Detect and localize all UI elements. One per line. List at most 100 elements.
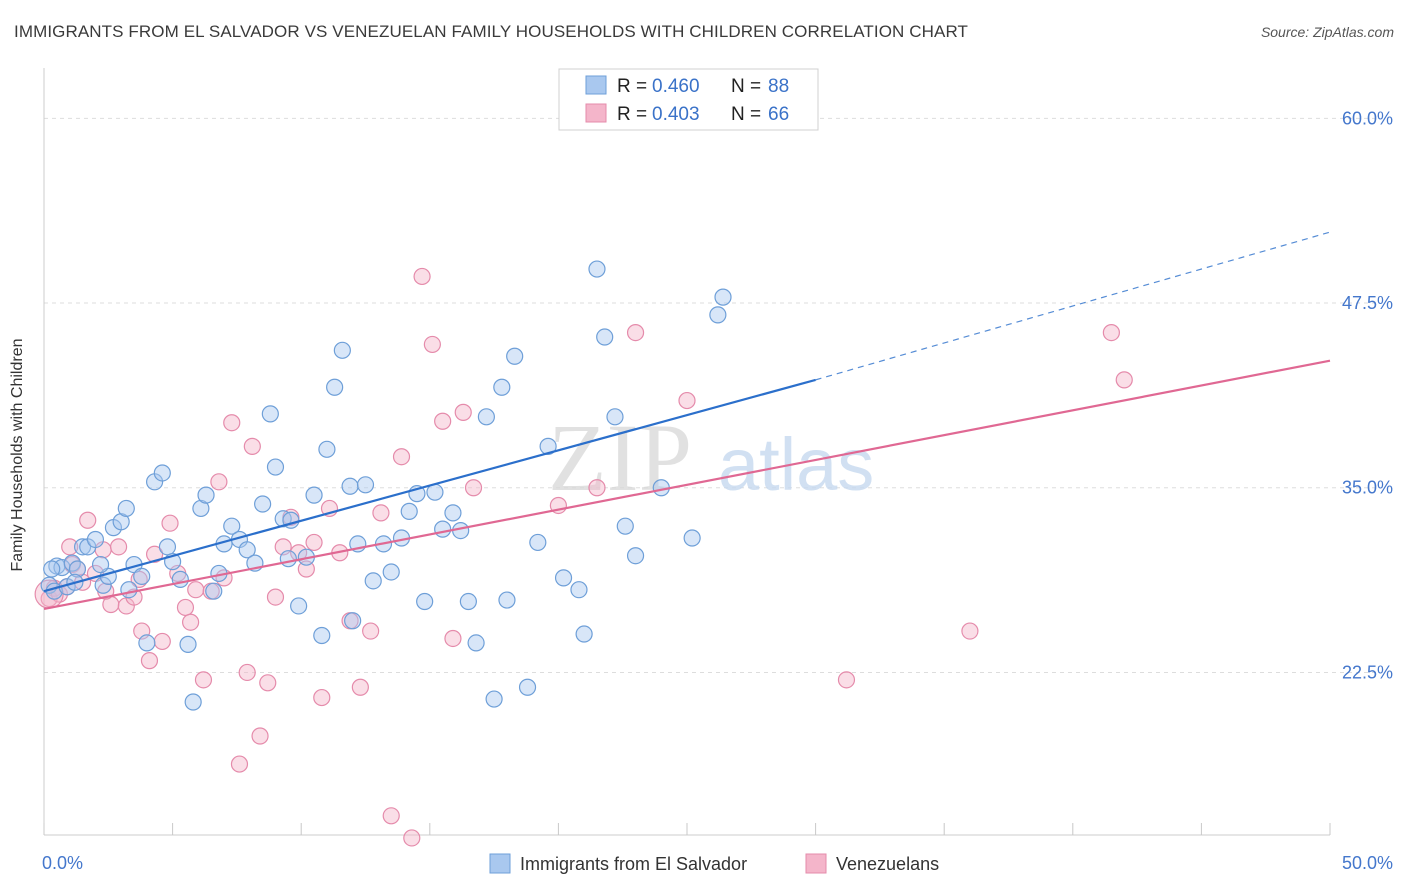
el-salvador-point: [570, 581, 588, 599]
venezuelans-point: [464, 479, 483, 497]
el-salvador-point: [266, 458, 285, 476]
legend-r-label-el-salvador: R =: [617, 76, 647, 97]
el-salvador-point: [498, 591, 516, 609]
el-salvador-point: [86, 530, 105, 549]
trend-lines: [43, 231, 1331, 610]
venezuelans-point: [382, 807, 400, 825]
venezuelans-point: [194, 671, 213, 689]
el-salvador-point: [596, 328, 614, 346]
el-salvador-point: [192, 499, 210, 518]
venezuelans-point: [1115, 371, 1133, 389]
legend-n-value-el-salvador: 88: [768, 76, 789, 97]
el-salvador-point: [68, 560, 87, 578]
el-salvador-point: [477, 408, 495, 426]
legend-n-value-venezuelans: 66: [768, 104, 789, 125]
el-salvador-point: [344, 612, 362, 630]
el-salvador-point: [518, 678, 537, 696]
el-salvador-point: [313, 626, 331, 645]
watermark: ZIP atlas: [548, 404, 874, 511]
el-salvador-point: [683, 529, 701, 547]
bottom-legend-label-venezuelans: Venezuelans: [836, 854, 939, 874]
venezuelans-point: [392, 448, 411, 466]
el-salvador-point: [120, 581, 138, 599]
el-salvador-point: [616, 517, 634, 535]
el-salvador-point: [493, 378, 511, 396]
el-salvador-point: [138, 634, 156, 652]
bottom-legend-label-el-salvador: Immigrants from El Salvador: [520, 854, 747, 874]
venezuelans-point: [210, 473, 228, 491]
venezuelans-point: [444, 629, 462, 648]
venezuelans-point: [266, 588, 285, 606]
el-salvador-point: [254, 495, 272, 513]
y-tick-label: 22.5%: [1342, 662, 1393, 682]
venezuelans-point: [434, 412, 452, 430]
el-salvador-point: [158, 538, 177, 556]
venezuelans-point: [961, 622, 979, 640]
legend-swatch-venezuelans: [585, 103, 607, 123]
el-salvador-point: [459, 592, 477, 611]
el-salvador-point: [205, 582, 223, 600]
el-salvador-point: [73, 538, 92, 556]
el-salvador-trend-line: [43, 378, 816, 593]
venezuelans-point: [1102, 323, 1120, 342]
venezuelans-point: [454, 403, 472, 421]
venezuelans-point: [145, 545, 164, 563]
venezuelans-point: [372, 504, 390, 522]
venezuelans-point: [351, 678, 369, 696]
venezuelans-point: [61, 538, 79, 556]
el-salvador-point: [467, 634, 485, 652]
venezuelans-point: [362, 622, 380, 640]
y-tick-label: 60.0%: [1342, 108, 1393, 128]
venezuelans-point: [153, 632, 171, 651]
el-salvador-point: [197, 486, 215, 504]
legend-r-value-el-salvador: 0.460: [652, 76, 700, 97]
el-salvador-point: [400, 502, 418, 520]
bottom-legend-swatch-el-salvador: [489, 853, 511, 874]
venezuelans-trend-line: [43, 359, 1331, 610]
el-salvador-point: [94, 576, 112, 594]
el-salvador-point: [43, 560, 61, 578]
legend-n-label-el-salvador: N =: [731, 76, 761, 97]
venezuelans-point: [140, 652, 159, 670]
legend-swatch-el-salvador: [585, 75, 607, 95]
legend-n-label-venezuelans: N =: [731, 104, 761, 125]
el-salvador-point: [261, 405, 279, 423]
el-salvador-point: [529, 533, 547, 552]
venezuelans-point: [837, 671, 856, 689]
el-salvador-point: [382, 563, 400, 581]
venezuelans-point: [79, 511, 97, 529]
venezuelans-points: [34, 267, 1133, 847]
venezuelans-point: [230, 755, 249, 773]
y-tick-label: 47.5%: [1342, 293, 1393, 313]
el-salvador-point: [444, 504, 462, 522]
el-salvador-point: [91, 555, 110, 574]
el-salvador-point: [539, 437, 557, 455]
venezuelans-point: [313, 688, 331, 707]
el-salvador-point: [588, 260, 606, 278]
legend-r-value-venezuelans: 0.403: [652, 104, 700, 125]
el-salvador-point: [153, 464, 171, 482]
venezuelans-point: [243, 437, 261, 455]
el-salvador-point: [279, 550, 297, 568]
el-salvador-point: [318, 440, 336, 458]
venezuelans-point: [223, 414, 241, 432]
venezuelans-point: [626, 323, 645, 342]
venezuelans-point: [423, 335, 441, 354]
venezuelans-point: [588, 479, 606, 497]
axes: [43, 68, 1331, 836]
el-salvador-point: [364, 572, 382, 590]
venezuelans-point: [161, 514, 179, 532]
tick-labels: 22.5% 35.0% 47.5% 60.0% 0.0% 50.0%: [42, 108, 1393, 873]
venezuelans-point: [238, 663, 256, 682]
bottom-legend-swatch-venezuelans: [805, 853, 827, 874]
y-tick-label: 35.0%: [1342, 478, 1393, 498]
venezuelans-point: [251, 727, 269, 745]
el-salvador-point: [575, 625, 593, 643]
venezuelans-point: [182, 613, 200, 631]
chart-title: IMMIGRANTS FROM EL SALVADOR VS VENEZUELA…: [14, 22, 969, 41]
venezuelans-point: [259, 674, 277, 692]
el-salvador-point: [326, 378, 344, 396]
el-salvador-point: [434, 520, 452, 538]
x-tick-label: 50.0%: [1342, 853, 1393, 873]
